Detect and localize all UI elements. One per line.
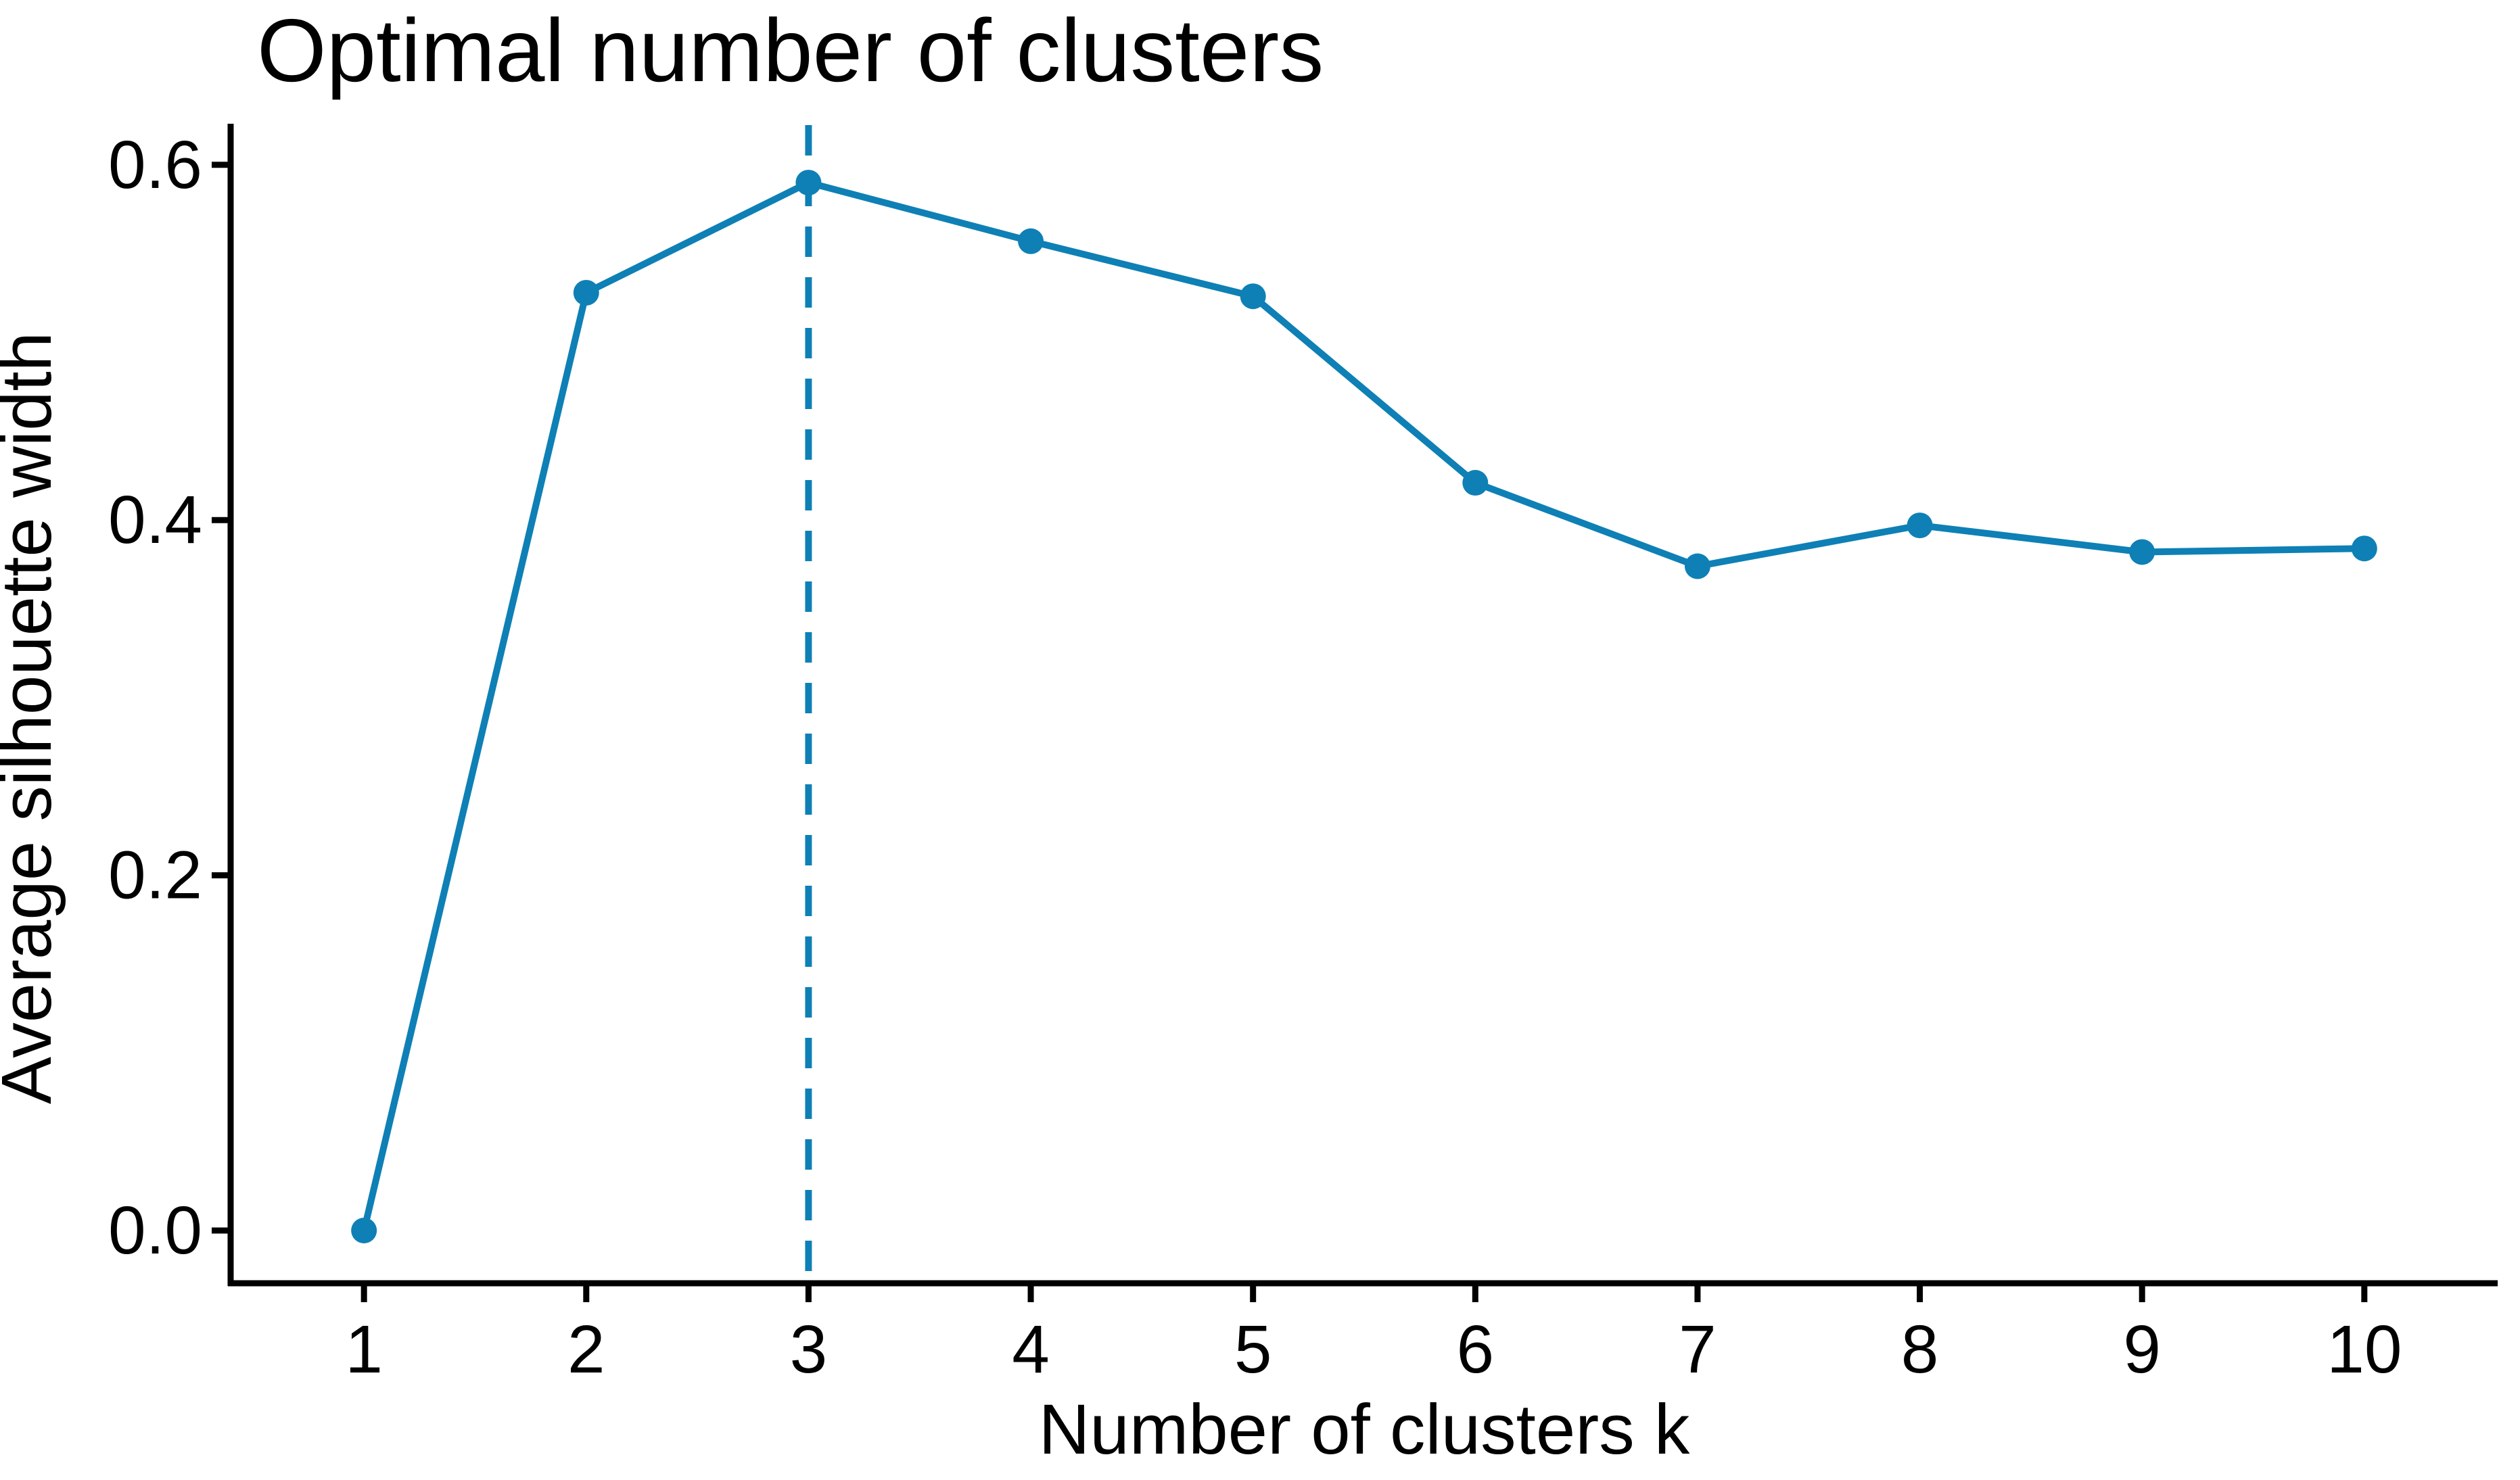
y-tick-label: 0.0	[108, 1193, 202, 1268]
data-point	[573, 279, 599, 306]
x-tick-label: 1	[345, 1312, 383, 1387]
x-tick-label: 3	[790, 1312, 828, 1387]
data-point	[351, 1218, 377, 1243]
series-layer	[351, 170, 2377, 1243]
data-point	[1907, 512, 1933, 539]
data-point	[2129, 539, 2155, 565]
chart-title: Optimal number of clusters	[257, 1, 1324, 100]
data-point	[1240, 283, 1266, 310]
x-tick-label: 4	[1012, 1312, 1050, 1387]
x-tick-label: 7	[1679, 1312, 1717, 1387]
x-tick-label: 8	[1901, 1312, 1939, 1387]
x-tick-label: 10	[2327, 1312, 2402, 1387]
x-tick-label: 5	[1234, 1312, 1272, 1387]
y-axis-title: Average silhouette width	[0, 332, 66, 1104]
silhouette-line	[360, 179, 2364, 1232]
data-point	[1462, 470, 1489, 496]
axis-ticks-layer: 0.0 0.2 0.4 0.6 1 2 3 4 5 6 7 8 9 10	[108, 127, 2402, 1387]
y-tick-label: 0.6	[108, 127, 202, 203]
y-tick-label: 0.4	[108, 482, 202, 558]
data-point	[1018, 228, 1044, 254]
y-tick-label: 0.2	[108, 838, 202, 913]
data-point	[1684, 553, 1710, 579]
data-point	[795, 170, 822, 196]
x-axis-title: Number of clusters k	[1039, 1390, 1690, 1469]
x-tick-label: 6	[1457, 1312, 1495, 1387]
data-point	[2351, 535, 2377, 562]
x-tick-label: 9	[2123, 1312, 2161, 1387]
x-tick-label: 2	[567, 1312, 605, 1387]
